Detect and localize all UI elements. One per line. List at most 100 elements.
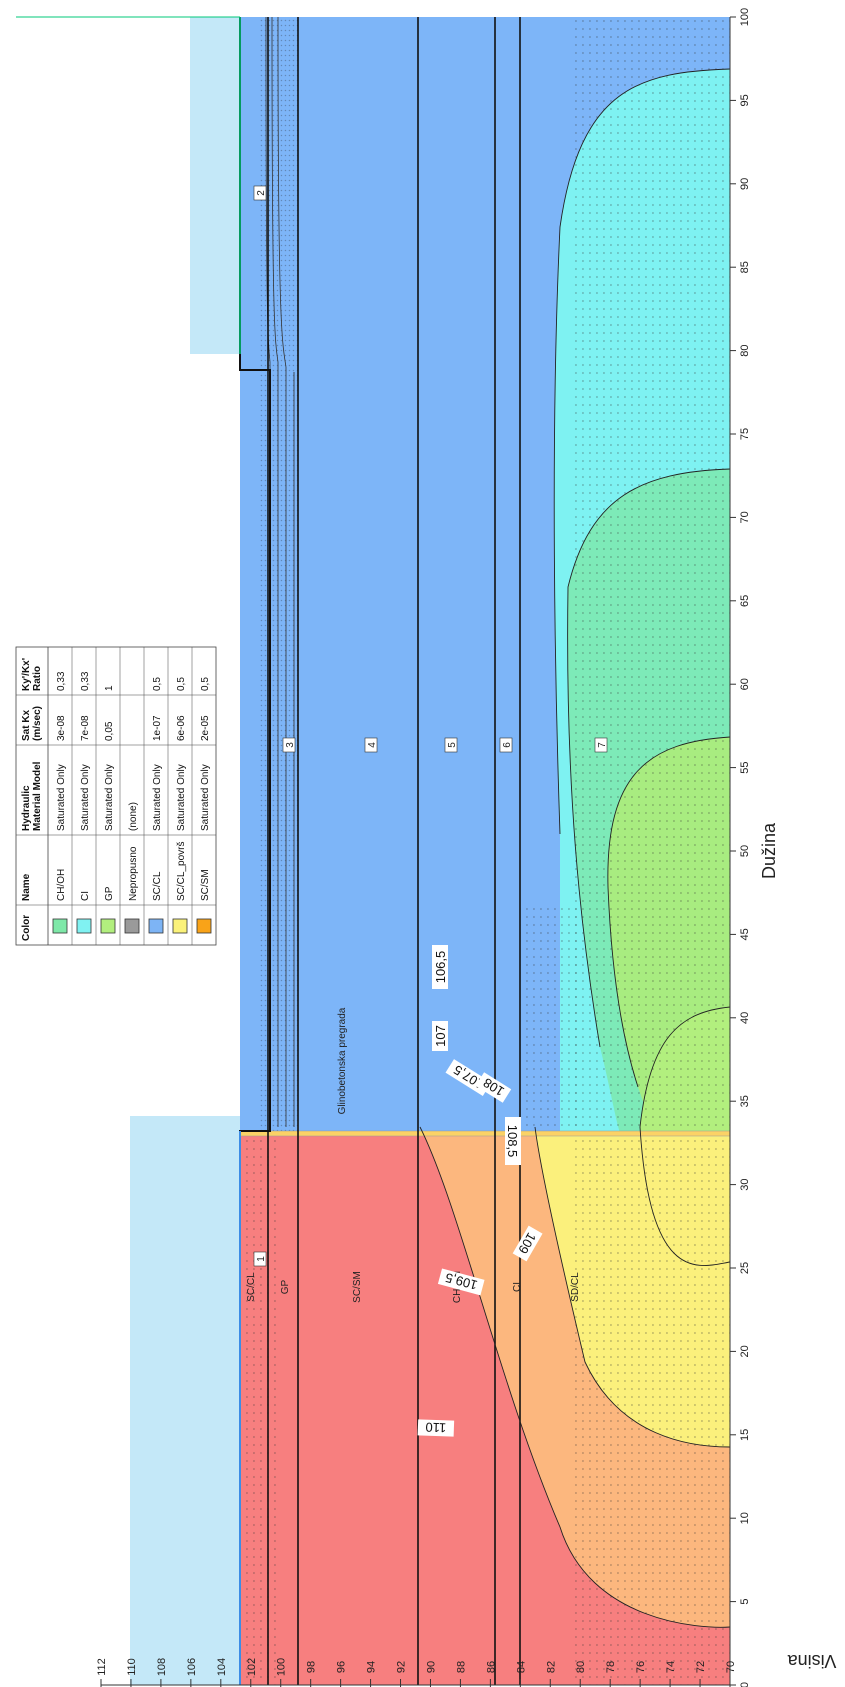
x-tick-label: 100: [739, 8, 751, 26]
x-tick-label: 40: [739, 1012, 751, 1024]
y-axis-title: Visina: [787, 1651, 837, 1671]
y-tick-label: 102: [246, 1658, 258, 1676]
legend-cell-ratio: 0,33: [80, 671, 91, 691]
zone-number-1: 1: [256, 1256, 267, 1262]
legend-header-satkx: Sat Kx: [21, 709, 32, 741]
zone-number-4: 4: [367, 742, 378, 748]
y-tick-label: 100: [276, 1658, 288, 1676]
downstream-reservoir: [190, 17, 240, 354]
legend-cell-ratio: 1: [104, 685, 115, 691]
legend-cell-model: Saturated Only: [104, 764, 115, 831]
legend-cell-model: Saturated Only: [176, 764, 187, 831]
y-tick-label: 86: [485, 1661, 497, 1673]
material-label-gp: GP: [280, 1279, 291, 1294]
upstream-dotted-layer: [240, 1133, 280, 1685]
upstream-reservoir: [130, 1116, 240, 1685]
legend-cell-name: GP: [104, 886, 115, 901]
y-tick-label: 94: [366, 1661, 378, 1673]
contour-label-107: 107: [433, 1025, 448, 1047]
zone-numbers: 1 2 3 4 5 6 7: [253, 185, 608, 1267]
y-tick-label: 106: [186, 1658, 198, 1676]
material-label-sc-sm: SC/SM: [352, 1271, 363, 1303]
diaphragm-wall-label: Glinobetonska pregrada: [337, 1007, 348, 1114]
downstream-dotted-soil: [570, 17, 730, 1133]
legend-cell-satkx: 1e-07: [152, 715, 163, 741]
legend-swatch: [100, 918, 116, 934]
y-tick-label: 98: [306, 1661, 318, 1673]
legend-header-name: Name: [21, 873, 32, 901]
y-tick-label: 70: [725, 1661, 737, 1673]
y-tick-label: 110: [126, 1658, 138, 1676]
x-tick-label: 45: [739, 928, 751, 940]
x-tick-label: 95: [739, 94, 751, 106]
x-tick-label: 25: [739, 1262, 751, 1274]
y-tick-label: 88: [455, 1661, 467, 1673]
x-tick-label: 90: [739, 178, 751, 190]
legend-cell-name: SC/SM: [200, 869, 211, 901]
layer-lines: [267, 17, 521, 1685]
zone-number-2: 2: [256, 190, 267, 196]
legend-cell-satkx: 0,05: [104, 721, 115, 741]
y-axis: [100, 1685, 731, 1687]
legend-cell-name: SC/CL: [152, 871, 163, 901]
materials-legend: Color Name Hydraulic Material Model Sat Kx (m…: [15, 646, 217, 946]
legend-header-color: Color: [21, 915, 32, 941]
legend-header-model: Hydraulic: [21, 785, 32, 831]
y-tick-label: 84: [515, 1661, 527, 1673]
x-tick-label: 80: [739, 344, 751, 356]
legend-cell-name: SC/CL_površ: [176, 842, 187, 901]
y-tick-label: 96: [336, 1661, 348, 1673]
upstream-dotted-lower: [570, 1133, 730, 1685]
legend-cell-ratio: 0,5: [200, 677, 211, 691]
legend-swatch: [52, 918, 68, 934]
legend-header-model: Material Model: [32, 761, 43, 831]
x-tick-label: 30: [739, 1178, 751, 1190]
legend-cell-ratio: 0,5: [176, 677, 187, 691]
x-tick-label: 75: [739, 428, 751, 440]
legend-cell-model: (none): [128, 802, 139, 831]
legend-cell-model: Saturated Only: [152, 764, 163, 831]
x-tick-label: 65: [739, 595, 751, 607]
legend-cell-name: CH/OH: [56, 869, 67, 901]
legend-header-satkx: (m/sec): [32, 706, 43, 741]
legend-swatch: [172, 918, 188, 934]
y-tick-label: 74: [665, 1661, 677, 1673]
contour-lines: [419, 68, 731, 1628]
zone-number-7: 7: [597, 742, 608, 748]
legend-cell-satkx: 7e-08: [80, 715, 91, 741]
downstream-dotted-near-wall: [520, 903, 580, 1133]
legend-swatch: [76, 918, 92, 934]
material-label-sd-cl: SD/CL: [570, 1272, 581, 1302]
y-tick-label: 80: [575, 1661, 587, 1673]
x-tick-label: 0: [739, 1682, 751, 1687]
x-tick-label: 5: [739, 1599, 751, 1605]
x-tick-label: 55: [739, 761, 751, 773]
x-axis-title: Dužina: [759, 822, 779, 879]
x-tick-label: 15: [739, 1429, 751, 1441]
y-tick-label: 92: [396, 1661, 408, 1673]
zone-number-3: 3: [285, 742, 296, 748]
legend-cell-satkx: 2e-05: [200, 715, 211, 741]
zone-number-5: 5: [447, 742, 458, 748]
contour-label-110: 110: [425, 1420, 446, 1436]
legend-swatch: [148, 918, 164, 934]
x-tick-label: 85: [739, 261, 751, 273]
y-tick-label: 108: [156, 1658, 168, 1676]
zone-number-6: 6: [502, 742, 513, 748]
x-tick-label: 35: [739, 1095, 751, 1107]
legend-cell-satkx: 3e-08: [56, 715, 67, 741]
x-tick-label: 20: [739, 1345, 751, 1357]
x-tick-label: 70: [739, 511, 751, 523]
legend-cell-model: Saturated Only: [56, 764, 67, 831]
legend-swatch: [124, 918, 140, 934]
y-tick-label: 72: [695, 1661, 707, 1673]
legend-cell-name: Nepropusno: [128, 846, 139, 901]
x-axis: 0 5 10 15 20 25 30 35 40 45 50 55 60 65 70 75 80 85 90 95 10…: [729, 8, 751, 1687]
x-tick-label: 10: [739, 1512, 751, 1524]
x-tick-label: 50: [739, 845, 751, 857]
material-label-ci: CI: [512, 1282, 523, 1292]
legend-cell-name: CI: [80, 891, 91, 901]
